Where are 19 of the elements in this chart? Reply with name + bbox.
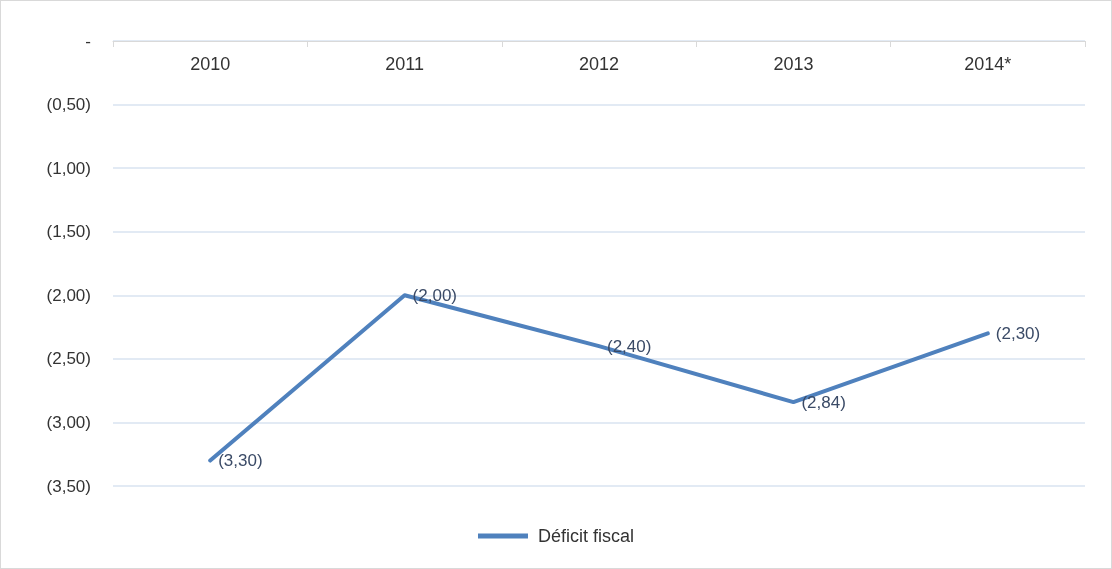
x-tick-label: 2014* <box>964 54 1012 74</box>
y-tick-label: (3,50) <box>46 476 91 496</box>
data-label: (2,40) <box>607 336 652 356</box>
data-label: (2,00) <box>412 285 458 305</box>
data-label: (2,84) <box>801 392 846 412</box>
x-tick-label: 2011 <box>385 54 424 74</box>
x-tick-label: 2012 <box>578 54 620 74</box>
y-tick-label: (2,00) <box>46 285 91 305</box>
data-label: (2,30) <box>995 323 1041 343</box>
x-tick-label: 2013 <box>773 54 814 74</box>
y-tick-label: (3,00) <box>46 412 91 432</box>
y-tick-label: (2,50) <box>46 349 91 369</box>
data-label: (3,30) <box>218 451 263 471</box>
x-tick-label: 2010 <box>190 54 231 74</box>
legend-label: Déficit fiscal <box>537 526 635 546</box>
y-tick-label: - <box>85 31 91 51</box>
y-tick-label: (1,50) <box>46 222 91 242</box>
y-tick-label: (1,00) <box>46 158 91 178</box>
y-tick-label: (0,50) <box>46 95 91 115</box>
